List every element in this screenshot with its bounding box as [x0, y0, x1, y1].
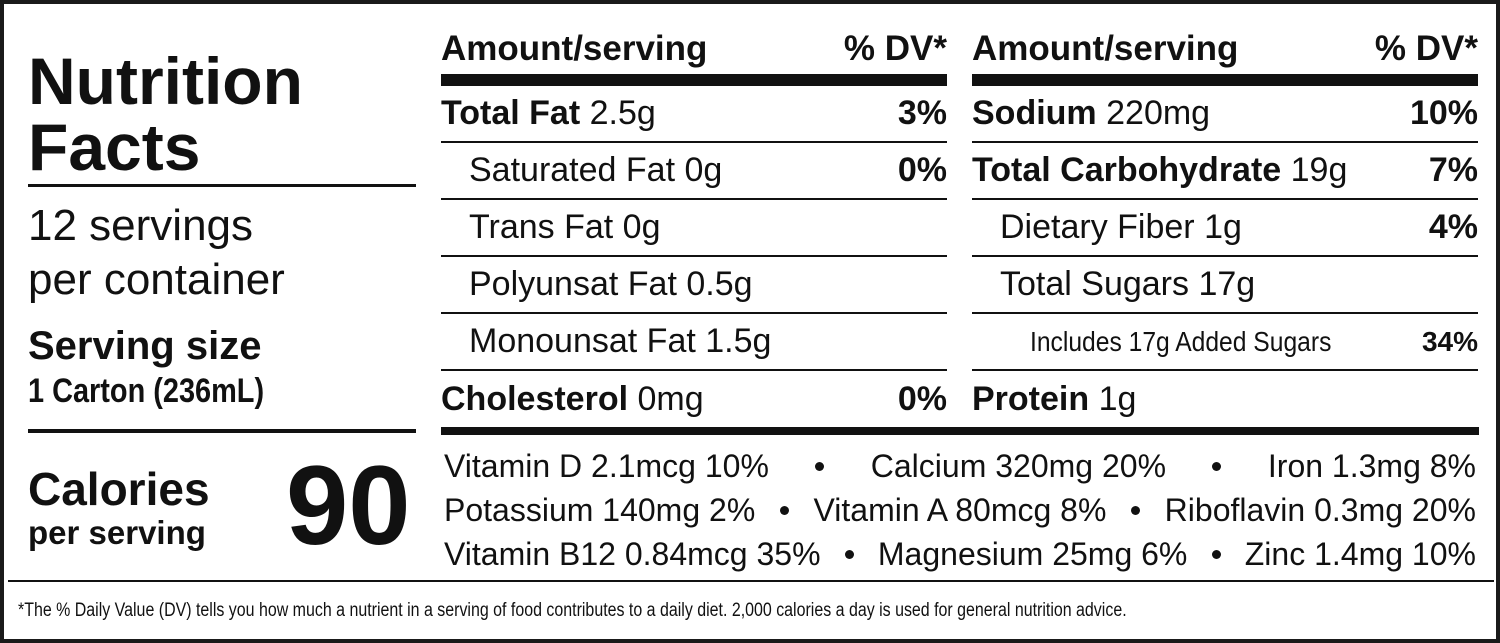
nutrient-row: Trans Fat 0g [441, 200, 947, 257]
servings-per: per container [28, 255, 285, 304]
nutrient-name: Includes 17g Added Sugars [1030, 325, 1332, 357]
nutrient-row: Polyunsat Fat 0.5g [441, 257, 947, 314]
rule [28, 184, 416, 187]
nutrient: Monounsat Fat 1.5g [469, 322, 771, 361]
vitamin: Calcium 320mg 20% [870, 447, 1167, 484]
vitamin: Vitamin B12 0.84mcg 35% [444, 535, 821, 572]
nutrient-amount: 1g [1098, 380, 1137, 418]
nutrient-dv: 3% [897, 94, 947, 132]
vitamin-line: Vitamin B12 0.84mcg 35% Magnesium 25mg 6%… [444, 532, 1476, 576]
vitamin: Vitamin A 80mcg 8% [813, 491, 1107, 528]
vitamin: Iron 1.3mg 8% [1267, 447, 1476, 484]
amount-header: Amount/serving [972, 29, 1239, 68]
nutrient: Cholesterol 0mg [441, 380, 704, 419]
nutrient: Includes 17g Added Sugars [1030, 326, 1372, 358]
nutrient-row: Includes 17g Added Sugars 34% [972, 314, 1478, 371]
rule [8, 580, 1494, 582]
bullet [779, 505, 789, 515]
nutrient-name: Cholesterol [441, 380, 629, 418]
nutrient-name: Saturated Fat [469, 151, 676, 189]
vitamin-line: Potassium 140mg 2% Vitamin A 80mcg 8% Ribo… [444, 488, 1476, 532]
column-header: Amount/serving % DV* [441, 24, 947, 74]
thick-bar [972, 74, 1478, 86]
nutrient-row: Monounsat Fat 1.5g [441, 314, 947, 371]
vitamin-line: Vitamin D 2.1mcg 10% Calcium 320mg 20% Iro… [444, 444, 1476, 488]
nutrient-row: Cholesterol 0mg 0% [441, 371, 947, 428]
nutrient: Polyunsat Fat 0.5g [469, 265, 753, 304]
nutrient-name: Protein [972, 380, 1090, 418]
calories-label: Calories [28, 463, 210, 515]
nutrient-amount: 19g [1290, 151, 1348, 189]
nutrient-name: Total Sugars [1000, 265, 1189, 303]
vitamin: Vitamin D 2.1mcg 10% [444, 447, 769, 484]
nutrient-name: Dietary Fiber [1000, 208, 1195, 246]
bullet [844, 549, 854, 559]
nutrient-name: Total Fat [441, 94, 581, 132]
nutrient-row: Protein 1g [972, 371, 1478, 428]
nutrient-dv: 10% [1409, 94, 1478, 132]
bullet [1131, 505, 1141, 515]
nutrient-name: Sodium [972, 94, 1097, 132]
nutrient-name: Polyunsat Fat [469, 265, 677, 303]
calories-value: 90 [286, 443, 411, 568]
nutrient-row: Total Carbohydrate 19g 7% [972, 143, 1478, 200]
nutrient-name: Monounsat Fat [469, 322, 696, 360]
nutrient-column: Amount/serving % DV* Total Fat 2.5g 3% Satur… [441, 24, 947, 428]
nutrient-amount: 1g [1204, 208, 1242, 246]
nutrient: Trans Fat 0g [469, 208, 661, 247]
nutrient: Dietary Fiber 1g [1000, 208, 1242, 247]
title-line: Nutrition Facts [28, 48, 368, 180]
servings-count: 12 servings [28, 201, 254, 250]
column-header: Amount/serving % DV* [972, 24, 1478, 74]
thick-rule [441, 427, 1479, 435]
dv-header: % DV* [1374, 29, 1478, 68]
nutrient-amount: 220mg [1106, 94, 1211, 132]
nutrient-row: Dietary Fiber 1g 4% [972, 200, 1478, 257]
bullet [1211, 549, 1221, 559]
footnote: *The % Daily Value (DV) tells you how mu… [18, 600, 1127, 621]
nutrient-amount: 0g [684, 151, 723, 189]
dv-header: % DV* [843, 29, 947, 68]
nutrient-dv: 4% [1428, 208, 1478, 246]
nutrient-column: Amount/serving % DV* Sodium 220mg 10% Total … [972, 24, 1478, 428]
nutrient-name: Trans Fat [469, 208, 614, 246]
vitamin: Magnesium 25mg 6% [877, 535, 1188, 572]
nutrient-dv: 0% [897, 151, 947, 189]
nutrient-amount: 1.5g [705, 322, 772, 360]
nutrient: Saturated Fat 0g [469, 151, 722, 190]
nutrient-amount: 0mg [637, 380, 704, 418]
nutrient-row: Total Fat 2.5g 3% [441, 86, 947, 143]
nutrient-amount: 0.5g [686, 265, 753, 303]
nutrient: Total Sugars 17g [1000, 265, 1255, 304]
vitamin: Riboflavin 0.3mg 20% [1164, 491, 1476, 528]
nutrient-dv: 0% [897, 380, 947, 418]
vitamin: Zinc 1.4mg 10% [1244, 535, 1476, 572]
nutrient-row: Saturated Fat 0g 0% [441, 143, 947, 200]
title: Nutrition Facts [28, 44, 303, 184]
serving-size-label: Serving size [28, 324, 262, 368]
bullet [1212, 461, 1222, 471]
calories-per: per serving [28, 514, 206, 551]
amount-header: Amount/serving [441, 29, 708, 68]
vitamin: Potassium 140mg 2% [444, 491, 756, 528]
nutrient-amount: 0g [622, 208, 661, 246]
nutrient-dv: 7% [1428, 151, 1478, 189]
serving-size-value: 1 Carton (236mL) [28, 372, 265, 410]
bullet [815, 461, 825, 471]
rule [28, 429, 416, 433]
nutrient-row: Sodium 220mg 10% [972, 86, 1478, 143]
nutrient: Total Carbohydrate 19g [972, 151, 1347, 190]
nutrient: Total Fat 2.5g [441, 94, 656, 133]
nutrient-name: Total Carbohydrate [972, 151, 1282, 189]
nutrient: Sodium 220mg [972, 94, 1210, 133]
nutrient-amount: 17g [1198, 265, 1256, 303]
nutrient-dv: 34% [1421, 325, 1478, 357]
nutrient-amount: 2.5g [589, 94, 656, 132]
nutrient-row: Total Sugars 17g [972, 257, 1478, 314]
nutrient: Protein 1g [972, 380, 1136, 419]
thick-bar [441, 74, 947, 86]
